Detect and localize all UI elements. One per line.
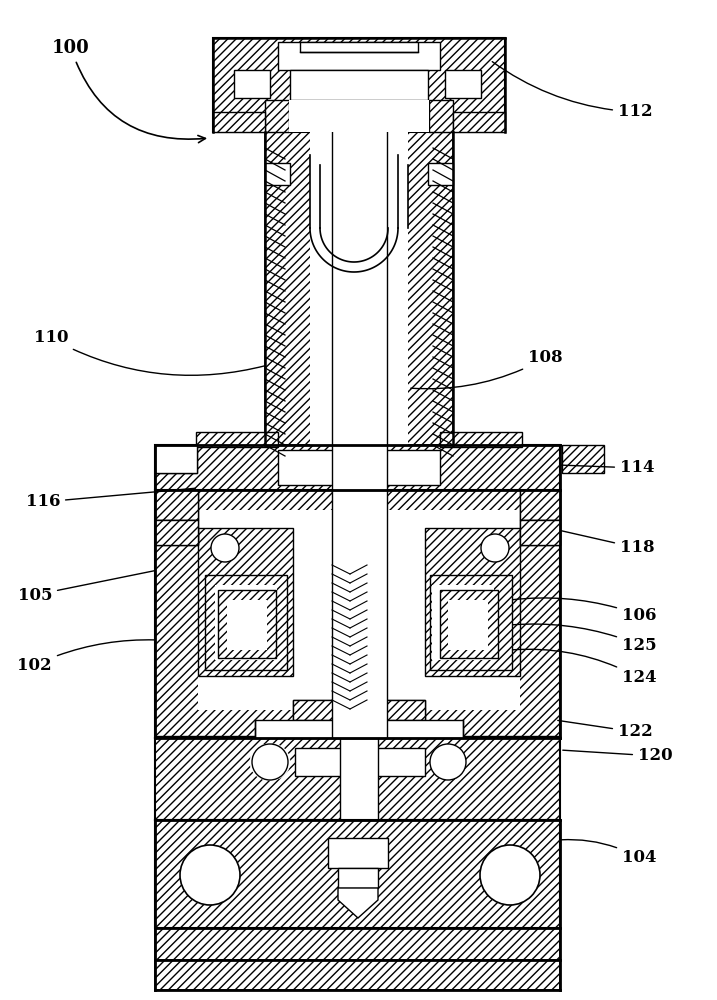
Text: 125: 125 [513,624,657,654]
Bar [265,132,353,445]
Text: 124: 124 [513,649,657,686]
Bar [367,700,425,720]
Bar [155,490,560,738]
Circle shape [252,744,288,780]
Bar [440,432,522,447]
Bar [198,528,293,676]
Bar [332,490,387,738]
Circle shape [480,845,540,905]
Bar [293,700,351,720]
Circle shape [254,744,290,780]
Bar [367,700,425,720]
Text: 114: 114 [561,460,655,477]
Text: 100: 100 [52,39,205,143]
Bar [425,528,520,676]
Bar [365,132,453,445]
Text: 102: 102 [17,640,155,674]
Bar [155,445,197,473]
Bar [155,520,198,545]
Bar [155,820,560,928]
Bar [310,132,408,445]
Bar [265,100,289,132]
Bar [293,700,351,720]
Circle shape [250,744,286,780]
Text: 116: 116 [26,488,195,510]
Bar [429,100,453,132]
Text: 110: 110 [34,330,265,375]
Bar [265,163,290,185]
Bar [227,600,267,650]
Bar [562,445,604,473]
Bar [338,868,378,888]
Circle shape [211,534,239,562]
Text: 118: 118 [561,531,655,556]
Bar [213,38,505,132]
Bar [278,450,440,485]
Bar [290,70,428,100]
Bar [300,42,418,52]
Bar [432,585,494,660]
Circle shape [252,744,288,780]
Bar [448,600,488,650]
Bar [430,575,512,670]
Text: 106: 106 [513,598,657,624]
Bar [295,748,425,776]
Text: 120: 120 [563,748,673,764]
Bar [155,928,560,963]
Circle shape [481,534,509,562]
Bar [155,445,560,490]
Circle shape [430,744,466,780]
Bar [213,112,265,132]
Text: 122: 122 [558,720,652,740]
Bar [520,490,560,520]
Bar [340,738,378,820]
Bar [328,838,388,868]
Bar [155,490,198,520]
Bar [196,432,278,447]
Bar [278,42,440,70]
Bar [520,520,560,545]
Bar [293,528,425,676]
Bar [155,445,197,473]
Bar [332,85,387,492]
Bar [520,490,560,520]
Bar [520,520,560,545]
Text: 104: 104 [561,840,657,866]
Bar [218,590,276,658]
Bar [234,70,270,98]
Bar [278,100,440,132]
Text: 108: 108 [411,350,563,389]
Bar [155,960,560,990]
Bar [155,738,560,820]
Bar [289,100,429,132]
Circle shape [180,845,240,905]
Bar [440,590,498,658]
Bar [428,163,453,185]
Bar [215,585,277,660]
Bar [155,520,198,545]
Bar [198,510,520,710]
Bar [198,510,520,555]
Bar [453,112,505,132]
Bar [155,490,198,520]
Text: 112: 112 [493,62,652,120]
Bar [445,70,481,98]
Polygon shape [338,888,378,918]
Text: 105: 105 [17,571,156,603]
Bar [205,575,287,670]
Bar [255,720,463,738]
